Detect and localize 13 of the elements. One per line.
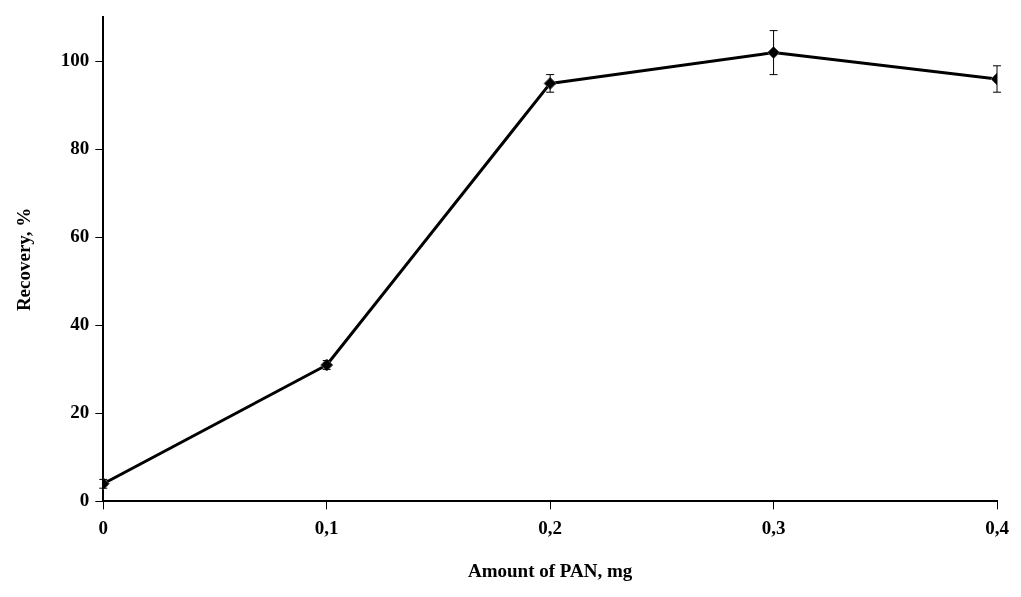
x-tick-label: 0,1 (314, 516, 339, 538)
y-tick-label: 0 (79, 489, 90, 511)
y-tick-label: 40 (70, 313, 90, 335)
y-tick-label: 100 (60, 49, 90, 71)
y-tick-label: 80 (70, 137, 90, 159)
x-tick-label: 0,4 (985, 516, 1010, 538)
x-tick-label: 0,3 (761, 516, 786, 538)
x-tick-label: 0,2 (538, 516, 563, 538)
x-tick-label: 0 (98, 516, 109, 538)
x-axis-title: Amount of PAN, mg (467, 559, 633, 581)
y-axis-title: Recovery, % (13, 207, 35, 312)
y-tick-label: 60 (70, 225, 90, 247)
y-tick-label: 20 (70, 401, 90, 423)
